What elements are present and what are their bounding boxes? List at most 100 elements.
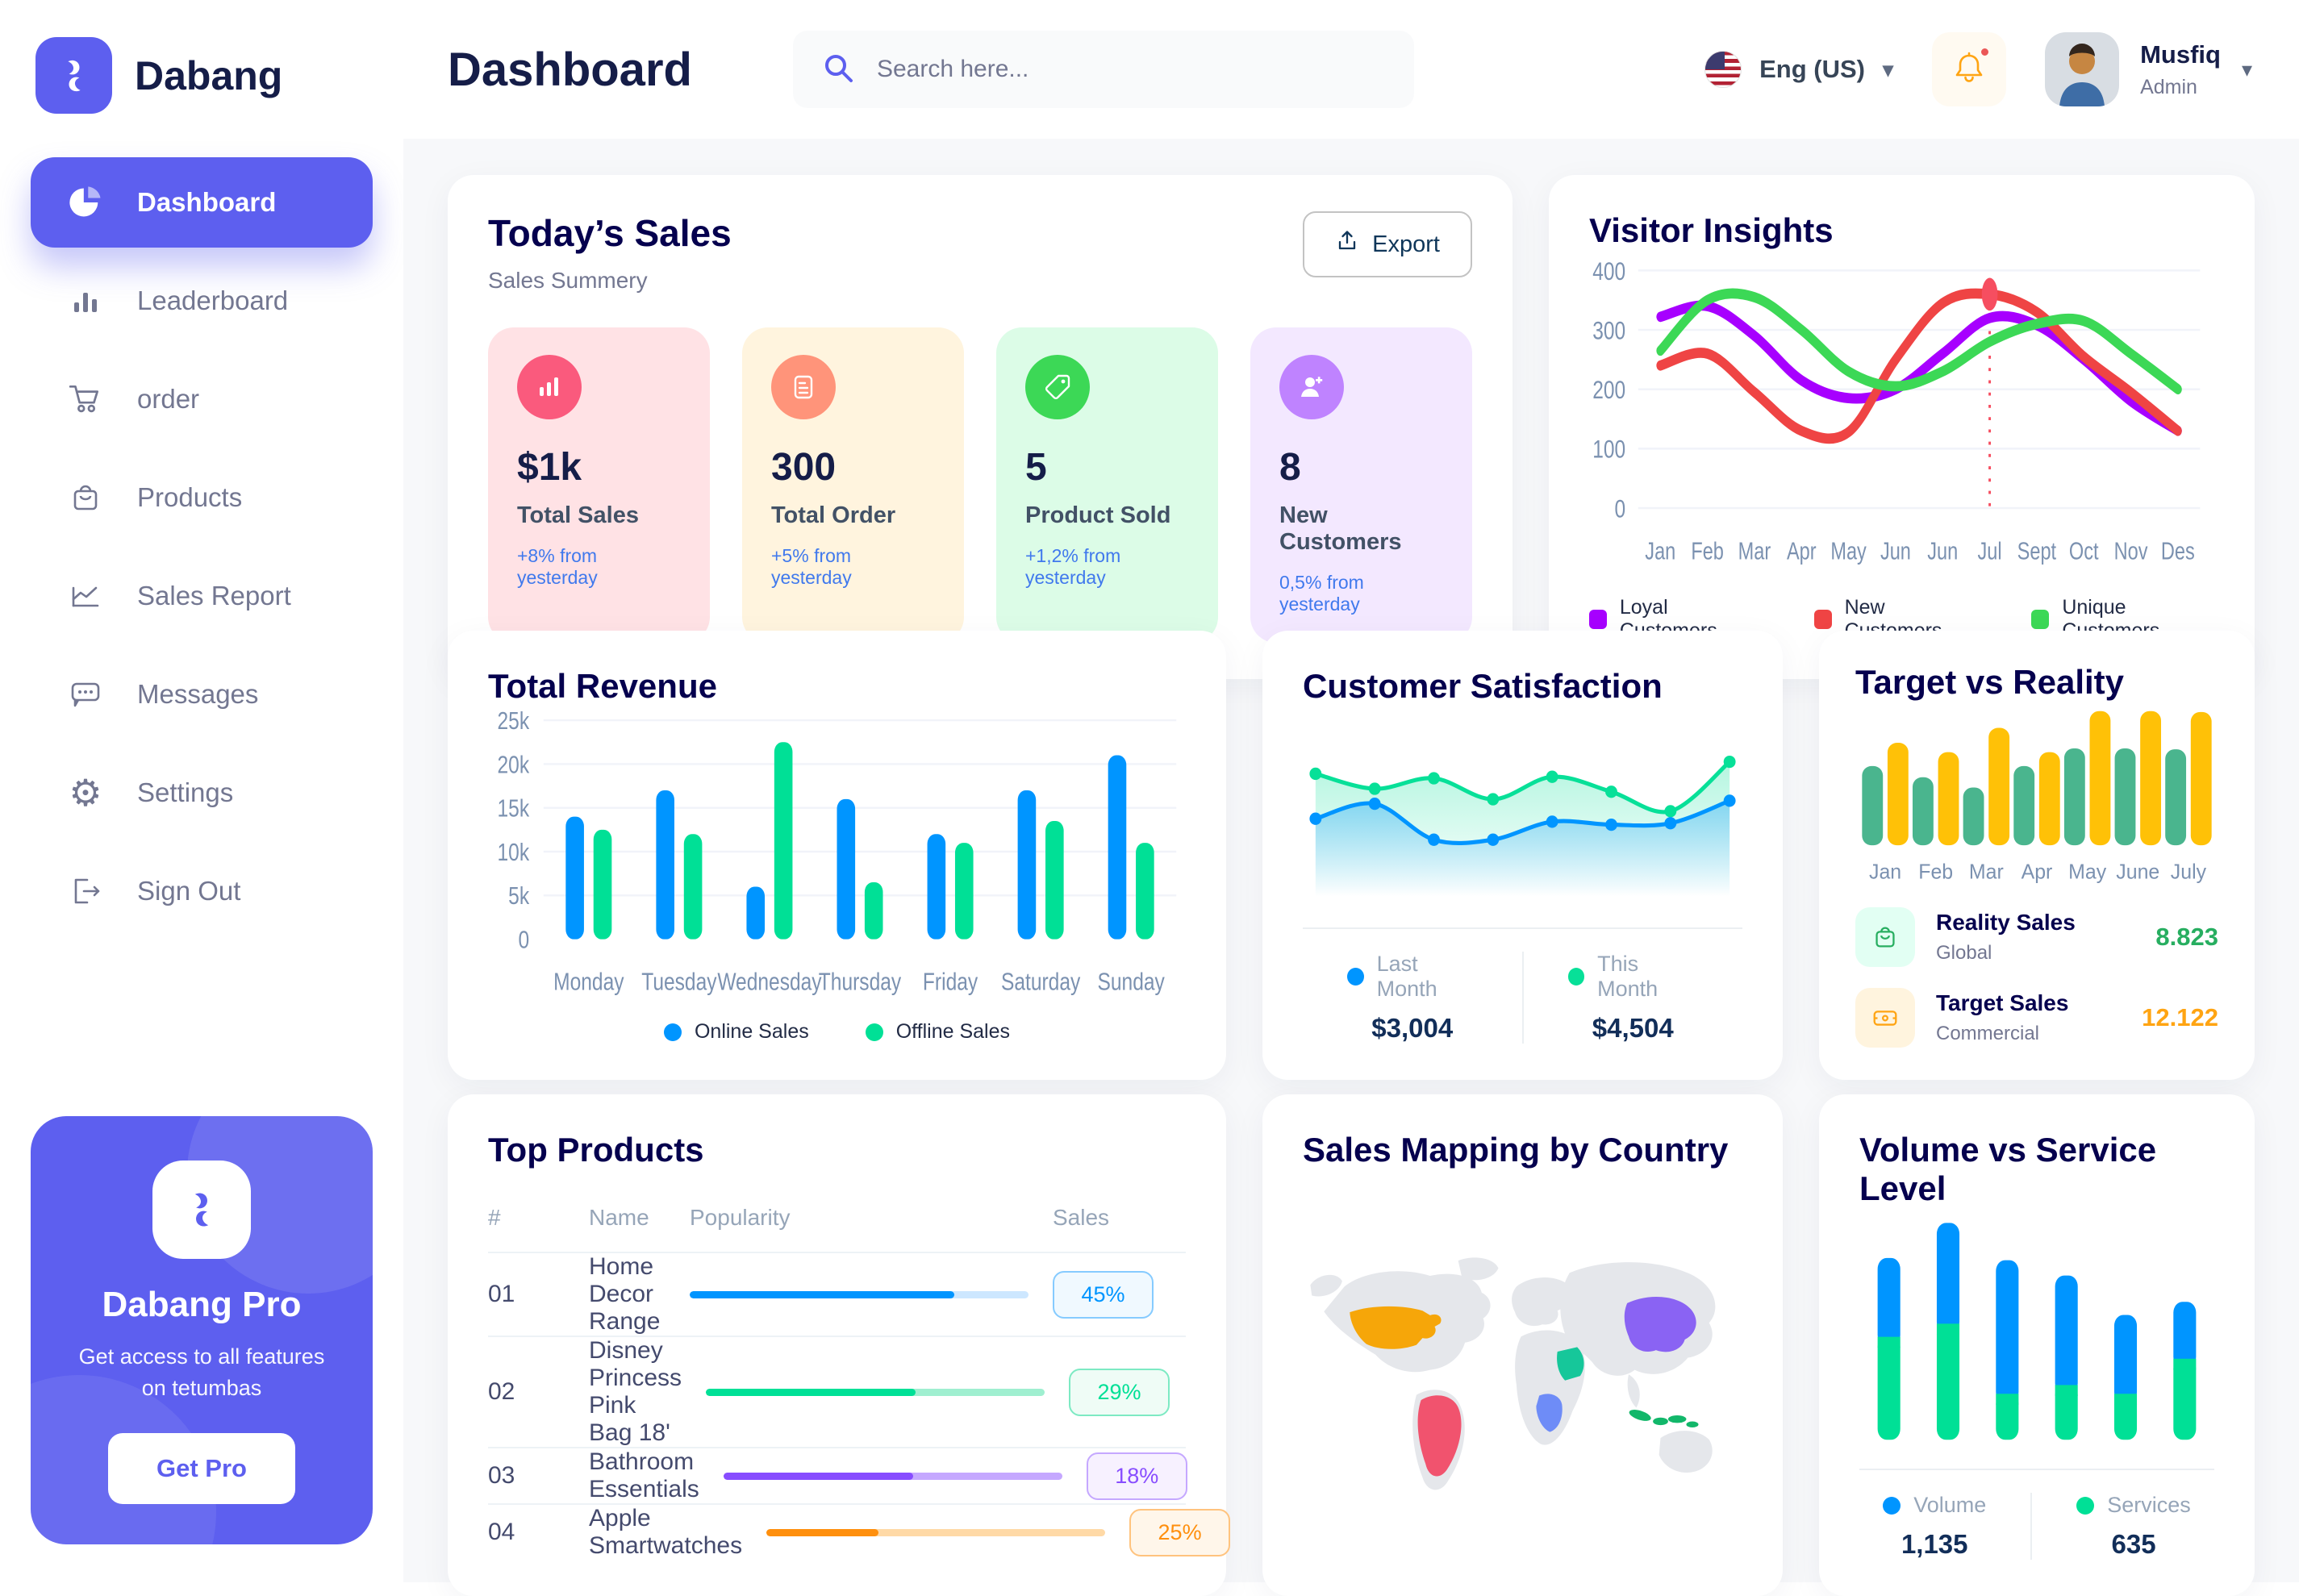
legend-label: Offline Sales: [895, 1020, 1011, 1044]
sidebar-item-dashboard[interactable]: Dashboard: [31, 157, 373, 248]
line-chart-icon: [65, 575, 106, 617]
stat-card-total-sales: $1k Total Sales +8% from yesterday: [488, 327, 710, 643]
export-button[interactable]: Export: [1303, 211, 1472, 277]
stat-card-new-customers: 8 New Customers 0,5% from yesterday: [1250, 327, 1472, 643]
sidebar-item-sign-out[interactable]: Sign Out: [31, 846, 373, 936]
target-vs-reality-title: Target vs Reality: [1855, 663, 2125, 701]
svg-text:Tuesday: Tuesday: [641, 968, 717, 995]
todays-sales-subtitle: Sales Summery: [488, 268, 648, 293]
stat-user-icon: [1279, 355, 1344, 419]
customer-satisfaction-card: Customer Satisfaction Last Month $3,004 …: [1262, 631, 1783, 1081]
sidebar-item-products[interactable]: Products: [31, 452, 373, 543]
volume-service-card: Volume vs Service Level Volume 1,135 Ser…: [1819, 1094, 2255, 1596]
sidebar-item-messages[interactable]: Messages: [31, 649, 373, 740]
sidebar-item-settings[interactable]: ⚙ Settings: [31, 748, 373, 838]
legend-label: Online Sales: [694, 1020, 809, 1044]
top-products-table: # Name Popularity Sales 01 Home Decor Ra…: [488, 1194, 1231, 1560]
stat-card-total-order: 300 Total Order +5% from yesterday: [742, 327, 964, 643]
col-sales: Sales: [1053, 1205, 1110, 1230]
product-num: 01: [488, 1281, 515, 1307]
reality-sales-row: Reality Sales Global 8.823: [1855, 907, 2218, 968]
sign-out-icon: [65, 870, 106, 912]
svg-text:Monday: Monday: [553, 968, 624, 995]
product-name: Apple Smartwatches: [589, 1505, 743, 1559]
search-input[interactable]: [876, 56, 1387, 83]
pro-card-title: Dabang Pro: [102, 1284, 302, 1324]
svg-text:Feb: Feb: [1691, 536, 1724, 565]
sidebar-item-leaderboard[interactable]: Leaderboard: [31, 256, 373, 346]
product-name: Home Decor Range: [589, 1253, 661, 1335]
stat-value: $1k: [517, 446, 582, 489]
offline-sales-dot: [865, 1023, 883, 1041]
user-role: Admin: [2140, 75, 2197, 98]
svg-text:Oct: Oct: [2069, 536, 2099, 565]
svg-text:Wednesday: Wednesday: [717, 968, 821, 995]
user-name: Musfiq: [2140, 40, 2221, 69]
map-country-dr-congo: [1536, 1394, 1563, 1432]
language-selector[interactable]: Eng (US) ▾: [1704, 51, 1893, 88]
map-country-saudi-arabia: [1557, 1347, 1584, 1381]
col-name: Name: [589, 1205, 649, 1230]
svg-text:400: 400: [1592, 257, 1625, 286]
notifications-button[interactable]: [1932, 32, 2007, 106]
shopping-bag-icon: [1855, 907, 1915, 968]
user-menu[interactable]: Musfiq Admin ▾: [2045, 32, 2252, 106]
stat-delta: +8% from yesterday: [517, 545, 598, 588]
product-num: 04: [488, 1519, 515, 1545]
product-num: 03: [488, 1462, 515, 1489]
total-revenue-card: Total Revenue 0 5k 10k 15k 20k 25k Monday Tuesd…: [448, 631, 1226, 1081]
unique-customers-swatch: [2031, 610, 2050, 629]
sidebar: Dabang Dashboard Leaderboard order Produ…: [0, 0, 403, 1581]
svg-text:July: July: [2171, 861, 2207, 883]
total-revenue-title: Total Revenue: [488, 667, 717, 705]
customer-satisfaction-legend: Last Month $3,004 This Month $4,504: [1303, 927, 1742, 1044]
map-country-united-states: [1350, 1306, 1442, 1349]
table-header: # Name Popularity Sales: [488, 1194, 1186, 1253]
sidebar-item-label: Dashboard: [137, 187, 277, 217]
legend-label: This Month: [1597, 952, 1659, 1002]
svg-text:Mar: Mar: [1969, 861, 2004, 883]
table-row[interactable]: 02 Disney Princess Pink Bag 18' 29%: [488, 1337, 1186, 1448]
stat-label: New Customers: [1279, 502, 1402, 555]
ticket-icon: [1855, 988, 1915, 1048]
table-row[interactable]: 03 Bathroom Essentials 18%: [488, 1448, 1187, 1505]
app-name: Dabang: [135, 52, 283, 98]
stat-label: Product Sold: [1025, 502, 1171, 528]
chat-icon: [65, 673, 106, 715]
legend-label: Last Month: [1376, 952, 1437, 1002]
chevron-down-icon: ▾: [2241, 56, 2252, 81]
this-month-total: $4,504: [1592, 1013, 1674, 1044]
todays-sales-title: Today’s Sales: [488, 212, 732, 254]
svg-text:Jun: Jun: [1880, 536, 1911, 565]
this-month-dot: [1567, 968, 1585, 986]
stat-order-icon: [771, 355, 836, 419]
volume-total: 1,135: [1901, 1529, 1968, 1559]
get-pro-button[interactable]: Get Pro: [108, 1433, 295, 1504]
svg-text:Nov: Nov: [2114, 536, 2148, 565]
svg-text:300: 300: [1592, 316, 1625, 345]
stat-label: Total Sales: [517, 502, 639, 528]
sidebar-item-label: Settings: [137, 777, 234, 807]
svg-text:Jun: Jun: [1927, 536, 1958, 565]
table-row[interactable]: 04 Apple Smartwatches 25%: [488, 1505, 1231, 1560]
continent-alaska: [1310, 1274, 1342, 1297]
product-num: 02: [488, 1378, 515, 1405]
app-logo[interactable]: Dabang: [31, 31, 373, 138]
export-label: Export: [1372, 231, 1440, 257]
chevron-down-icon: ▾: [1883, 56, 1894, 81]
col-num: #: [488, 1205, 501, 1230]
popularity-bar: [690, 1290, 1028, 1298]
sidebar-item-label: Leaderboard: [137, 285, 289, 315]
table-row[interactable]: 01 Home Decor Range 45%: [488, 1253, 1186, 1337]
map-country-indonesia: [1629, 1410, 1699, 1427]
sidebar-item-sales-report[interactable]: Sales Report: [31, 551, 373, 641]
customer-satisfaction-chart: [1303, 706, 1742, 911]
search-bar[interactable]: [792, 31, 1414, 108]
legend-sublabel: Global: [1936, 942, 1992, 965]
pro-upgrade-card: Dabang Pro Get access to all features on…: [31, 1115, 373, 1544]
popularity-bar: [723, 1472, 1062, 1480]
sidebar-item-order[interactable]: order: [31, 354, 373, 444]
volume-service-chart: [1859, 1208, 2214, 1452]
bar-chart-icon: [65, 280, 106, 322]
total-revenue-legend: Online Sales Offline Sales: [488, 1020, 1186, 1044]
